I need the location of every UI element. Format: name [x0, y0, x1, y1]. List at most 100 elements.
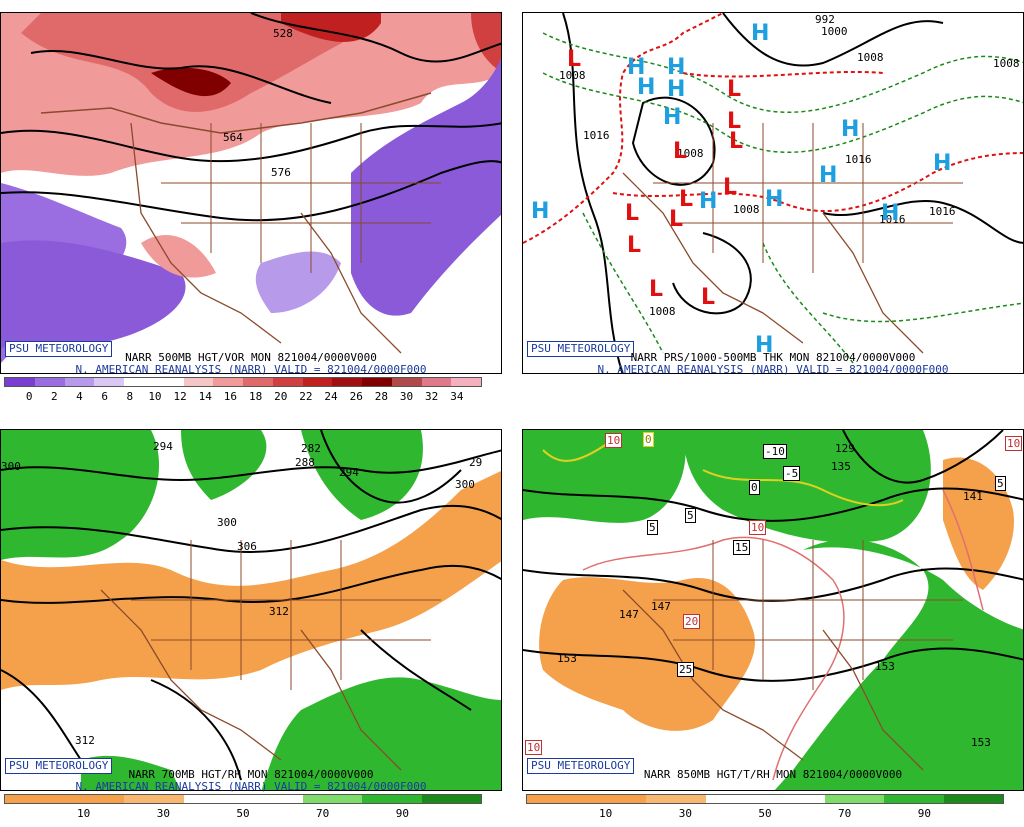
panel-850mb-t-rh: 129 135 141 147 147 153 153 153 -10 -5 0… [522, 417, 1024, 827]
colorbar-tick-label: 8 [126, 390, 134, 403]
low-pressure-symbol: L [727, 77, 742, 102]
colorbar-swatch [646, 795, 706, 803]
colorbar-tick-label: 12 [173, 390, 187, 403]
colorbar-swatch [302, 795, 362, 803]
psu-meteorology-badge: PSU METEOROLOGY [5, 758, 113, 774]
pressure-label: 1008 [559, 69, 586, 82]
height-label: 300 [455, 478, 475, 491]
high-pressure-symbol: H [765, 187, 784, 212]
temperature-label: 0 [749, 480, 760, 495]
panel-500mb-vorticity: 528 564 576 PSU METEOROLOGY NARR 500MB H… [0, 0, 502, 410]
colorbar-tick-label: 34 [450, 390, 464, 403]
high-pressure-symbol: H [933, 151, 952, 176]
colorbar-tick-label: 90 [395, 807, 409, 820]
panel-700mb-rh: 294 282 288 294 300 300 306 312 312 300 … [0, 417, 502, 827]
vorticity-map: 528 564 576 PSU METEOROLOGY [0, 12, 502, 374]
colorbar-swatch [34, 378, 65, 386]
colorbar [526, 794, 1004, 804]
low-pressure-symbol: L [673, 139, 688, 164]
temperature-label: 10 [605, 433, 623, 448]
colorbar-tick-label: 28 [374, 390, 388, 403]
colorbar-swatch [5, 378, 35, 386]
colorbar-tick-label: 24 [324, 390, 338, 403]
low-pressure-symbol: L [627, 233, 642, 258]
height-label: 300 [1, 460, 21, 473]
rh850-map-graphic [523, 430, 1023, 790]
height-label: 153 [875, 660, 895, 673]
colorbar-tick-label: 2 [51, 390, 58, 403]
height-label: 312 [269, 605, 289, 618]
colorbar-swatch [421, 378, 452, 386]
pressure-label: 992 [815, 13, 835, 26]
colorbar-tick-label: 10 [77, 807, 91, 820]
psu-meteorology-badge: PSU METEOROLOGY [5, 341, 113, 357]
colorbar-swatch [153, 378, 184, 386]
colorbar-swatch [243, 795, 303, 803]
colorbar-tick-label: 4 [76, 390, 83, 403]
temperature-label: 10 [525, 740, 543, 755]
pressure-label: 1008 [733, 203, 760, 216]
high-pressure-symbol: H [751, 21, 770, 46]
height-label: 135 [831, 460, 851, 473]
height-label: 282 [301, 442, 321, 455]
high-pressure-symbol: H [667, 77, 686, 102]
height-label: 288 [295, 456, 315, 469]
colorbar-tick-label: 32 [425, 390, 439, 403]
height-label: 141 [963, 490, 983, 503]
colorbar-tick-label: 30 [156, 807, 170, 820]
map-subcaption: N. AMERICAN REANALYSIS (NARR) VALID = 82… [75, 780, 427, 793]
colorbar-swatch [765, 795, 825, 803]
map-caption: NARR 700MB HGT/RH MON 821004/0000V000 [128, 768, 374, 781]
temperature-label: 10 [749, 520, 767, 535]
psu-meteorology-badge: PSU METEOROLOGY [527, 341, 635, 357]
pressure-label: 1008 [993, 57, 1020, 70]
high-pressure-symbol: H [755, 333, 774, 358]
colorbar-swatch [243, 378, 273, 386]
colorbar-swatch [824, 795, 884, 803]
contour-label: 564 [223, 131, 243, 144]
colorbar-swatch [5, 795, 65, 803]
temperature-label: 5 [685, 508, 696, 523]
high-pressure-symbol: H [531, 199, 550, 224]
colorbar-swatch [586, 795, 646, 803]
temperature-label: 15 [733, 540, 751, 555]
colorbar-swatch [64, 378, 95, 386]
pressure-label: 1000 [821, 25, 848, 38]
map-caption: NARR 850MB HGT/T/RH MON 821004/0000V000 [643, 768, 903, 781]
contour-label: 576 [271, 166, 291, 179]
colorbar-ticks: 0 2 4 6 8 10 12 14 16 18 20 22 24 26 28 30 32 34 [4, 390, 482, 403]
psu-meteorology-badge: PSU METEOROLOGY [527, 758, 635, 774]
height-label: 129 [835, 442, 855, 455]
high-pressure-symbol: H [667, 55, 686, 80]
low-pressure-symbol: L [727, 109, 742, 134]
low-pressure-symbol: L [669, 207, 684, 232]
pressure-label: 1016 [583, 129, 610, 142]
colorbar-swatch [183, 795, 243, 803]
low-pressure-symbol: L [729, 129, 744, 154]
panel-surface-pressure: 992 1000 1008 1008 1016 1016 1008 1008 1… [522, 0, 1024, 410]
low-pressure-symbol: L [701, 285, 716, 310]
rh700-map-graphic [1, 430, 501, 790]
vorticity-map-graphic [1, 13, 501, 373]
colorbar-tick-label: 26 [349, 390, 363, 403]
colorbar [4, 377, 482, 387]
height-label: 147 [619, 608, 639, 621]
colorbar-swatch [421, 795, 481, 803]
colorbar-swatch [943, 795, 1003, 803]
map-caption: NARR PRS/1000-500MB THK MON 821004/0000V… [630, 351, 916, 364]
colorbar-swatch [362, 378, 392, 386]
map-subcaption: N. AMERICAN REANALYSIS (NARR) VALID = 82… [75, 363, 427, 376]
colorbar-tick-label: 70 [838, 807, 852, 820]
colorbar-swatch [705, 795, 765, 803]
temperature-label: 20 [683, 614, 701, 629]
temperature-label: 5 [647, 520, 658, 535]
temperature-label: 10 [1005, 436, 1023, 451]
low-pressure-symbol: L [679, 187, 694, 212]
colorbar-swatch [213, 378, 243, 386]
colorbar-swatch [183, 378, 214, 386]
low-pressure-symbol: L [625, 201, 640, 226]
height-label: 294 [339, 466, 359, 479]
colorbar-tick-label: 20 [274, 390, 288, 403]
colorbar-tick-label: 30 [678, 807, 692, 820]
pressure-label: 1008 [649, 305, 676, 318]
